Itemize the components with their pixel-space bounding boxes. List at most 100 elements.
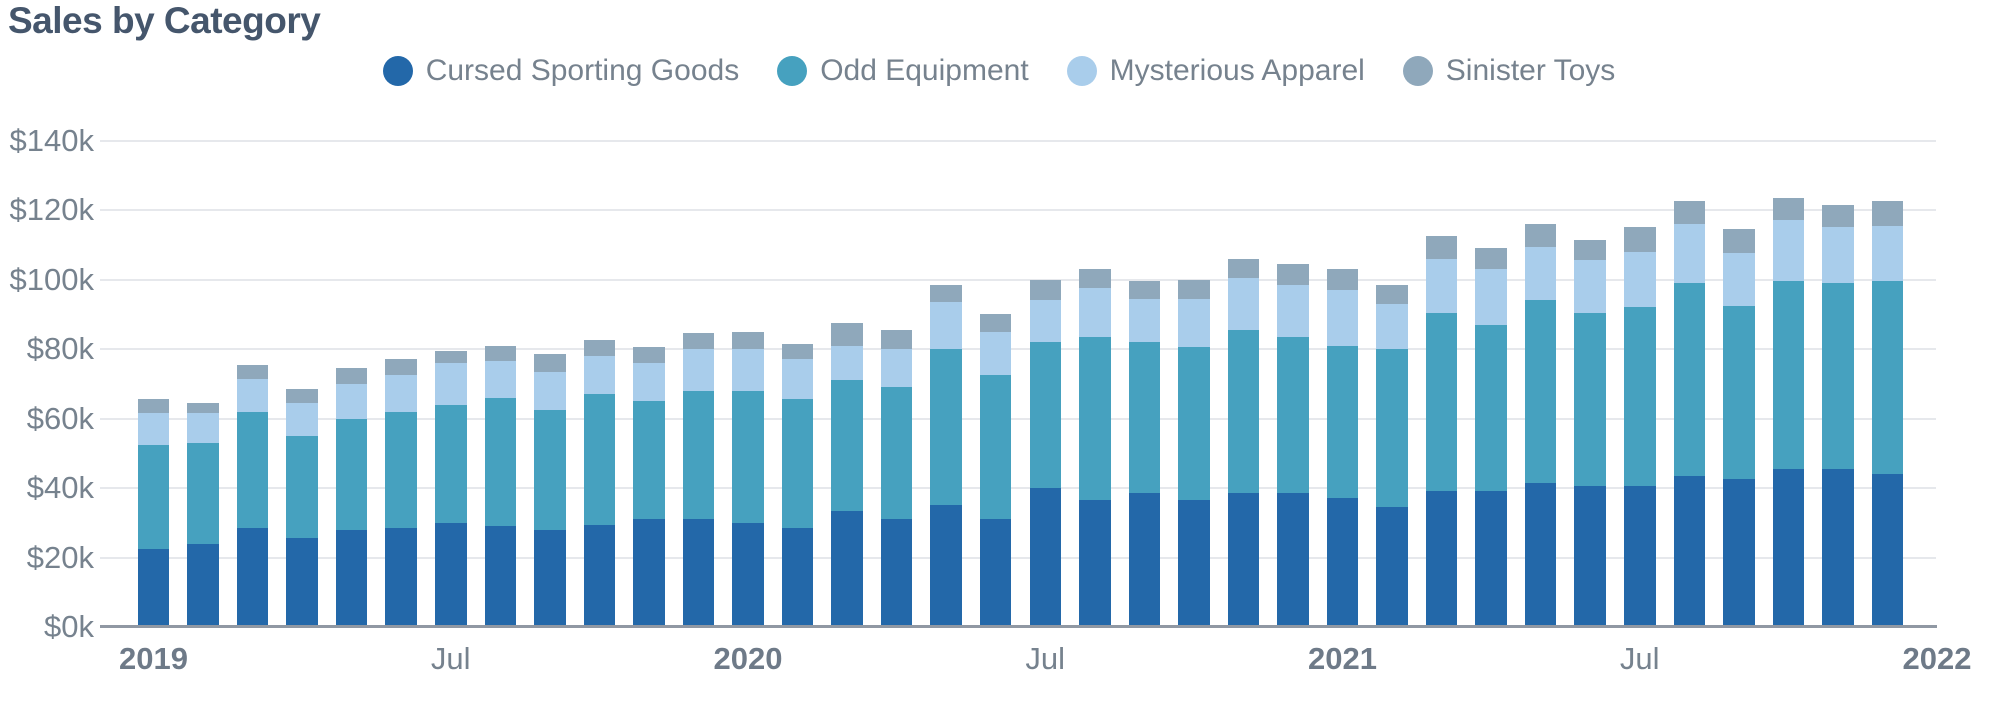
bar-jun-2021[interactable] [1574,239,1606,627]
bar-segment-odd-equipment [1772,281,1805,469]
bar-segment-cursed-sporting-goods [187,543,219,627]
bar-jun-2020[interactable] [979,314,1012,627]
bar-segment-cursed-sporting-goods [484,526,517,627]
bar-feb-2020[interactable] [781,343,814,627]
bar-jul-2020[interactable] [1029,279,1061,627]
bar-segment-sinister-toys [1227,258,1260,278]
bar-segment-cursed-sporting-goods [534,529,566,627]
bar-segment-cursed-sporting-goods [286,538,318,627]
bar-segment-cursed-sporting-goods [1871,474,1904,627]
bar-sep-2021[interactable] [1723,229,1755,627]
y-axis-label-60k: $60k [26,400,94,436]
bar-segment-mysterious-apparel [583,355,616,395]
bar-segment-cursed-sporting-goods [236,527,269,627]
bar-segment-sinister-toys [137,399,170,414]
bar-segment-mysterious-apparel [137,413,170,445]
x-axis-label-2019-0: 2019 [119,641,188,676]
bar-segment-odd-equipment [1822,282,1854,469]
bar-segment-cursed-sporting-goods [137,548,170,627]
bar-segment-mysterious-apparel [385,375,417,412]
bar-segment-sinister-toys [831,322,863,346]
bar-segment-cursed-sporting-goods [1822,468,1854,627]
bar-segment-odd-equipment [484,397,517,527]
bar-mar-2019[interactable] [236,364,269,627]
bar-may-2020[interactable] [930,284,962,627]
bar-segment-sinister-toys [1574,239,1606,261]
bar-segment-mysterious-apparel [435,362,467,405]
chart-title: Sales by Category [8,0,321,41]
bar-sep-2020[interactable] [1128,281,1161,627]
bar-feb-2021[interactable] [1376,284,1408,627]
legend: Cursed Sporting Goods Odd Equipment Myster… [0,52,1998,90]
legend-swatch-icon [1402,56,1433,86]
bar-segment-sinister-toys [633,347,665,363]
legend-swatch-icon [1066,56,1097,86]
bar-segment-sinister-toys [435,350,467,363]
bar-segment-mysterious-apparel [732,349,764,391]
bar-segment-mysterious-apparel [1524,246,1557,301]
bar-apr-2021[interactable] [1475,248,1507,627]
bar-jun-2019[interactable] [385,359,417,627]
legend-swatch-icon [382,56,413,86]
bar-mar-2021[interactable] [1425,236,1458,627]
bar-segment-sinister-toys [781,343,814,360]
y-gridline-100k [100,278,1936,281]
bar-apr-2020[interactable] [880,329,913,627]
bar-segment-sinister-toys [1871,201,1904,226]
bar-segment-sinister-toys [484,345,517,362]
y-gridline-60k [100,417,1936,420]
bar-may-2019[interactable] [335,368,368,627]
bar-sep-2019[interactable] [534,354,566,627]
legend-item-3[interactable]: Sinister Toys [1402,54,1615,88]
bar-segment-odd-equipment [435,404,467,523]
bar-segment-odd-equipment [286,435,318,539]
bar-jul-2019[interactable] [435,350,467,627]
bar-segment-cursed-sporting-goods [1079,500,1111,627]
bar-nov-2021[interactable] [1822,204,1854,627]
bar-segment-mysterious-apparel [1772,220,1805,282]
bar-aug-2019[interactable] [484,345,517,627]
bar-mar-2020[interactable] [831,322,863,627]
bar-segment-mysterious-apparel [1475,269,1507,325]
bar-apr-2019[interactable] [286,389,318,627]
bar-jul-2021[interactable] [1624,227,1656,627]
bar-dec-2021[interactable] [1871,201,1904,627]
x-axis-label-2022-36: 2022 [1902,641,1972,676]
bar-oct-2021[interactable] [1772,197,1805,627]
bar-segment-sinister-toys [1128,281,1161,299]
bar-segment-sinister-toys [1772,197,1805,221]
bar-segment-mysterious-apparel [1871,225,1904,282]
bar-segment-odd-equipment [1871,281,1904,475]
bar-segment-mysterious-apparel [682,349,715,391]
bar-oct-2019[interactable] [583,340,616,627]
y-gridline-120k [100,209,1936,211]
y-gridline-140k [100,139,1936,142]
bar-segment-odd-equipment [1326,345,1359,499]
legend-item-2[interactable]: Mysterious Apparel [1066,54,1365,88]
bar-jan-2019[interactable] [137,399,170,627]
bar-jan-2020[interactable] [732,331,764,627]
bar-may-2021[interactable] [1524,223,1557,627]
legend-item-0[interactable]: Cursed Sporting Goods [382,54,739,88]
bar-segment-odd-equipment [1574,312,1606,487]
bar-segment-odd-equipment [1277,336,1309,494]
bar-nov-2019[interactable] [633,347,665,627]
bar-segment-mysterious-apparel [880,349,913,388]
bar-segment-odd-equipment [583,394,616,525]
bar-feb-2019[interactable] [187,402,219,627]
bar-segment-sinister-toys [1079,269,1111,289]
bar-nov-2020[interactable] [1227,258,1260,627]
bar-segment-odd-equipment [187,442,219,544]
legend-item-1[interactable]: Odd Equipment [777,54,1029,88]
bar-segment-cursed-sporting-goods [1227,493,1260,627]
bar-aug-2021[interactable] [1673,201,1706,627]
bar-oct-2020[interactable] [1178,279,1210,627]
bar-segment-mysterious-apparel [1624,251,1656,308]
bar-segment-mysterious-apparel [1029,300,1061,343]
bar-jan-2021[interactable] [1326,269,1359,627]
bar-dec-2020[interactable] [1277,263,1309,627]
bar-dec-2019[interactable] [682,333,715,627]
bar-segment-sinister-toys [534,354,566,372]
bar-aug-2020[interactable] [1079,269,1111,627]
bar-segment-cursed-sporting-goods [1029,488,1061,627]
